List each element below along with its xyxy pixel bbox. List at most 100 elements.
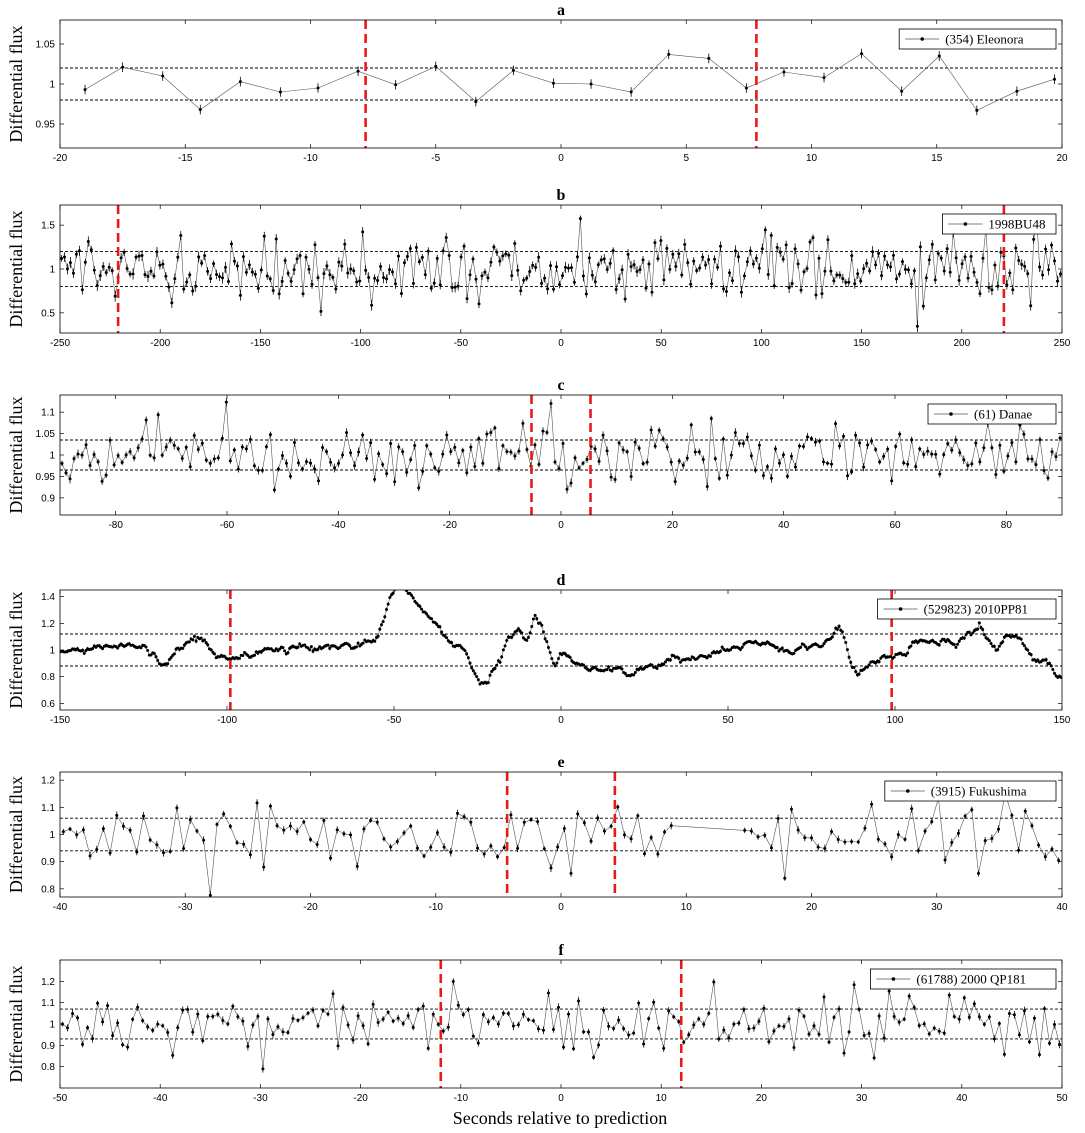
data-point (397, 445, 401, 449)
data-point (742, 274, 746, 278)
data-point (845, 648, 849, 652)
data-point (289, 279, 293, 283)
data-point (309, 461, 312, 465)
data-point (910, 807, 914, 811)
data-point (521, 421, 525, 425)
data-point (667, 52, 671, 56)
data-point (242, 842, 246, 846)
data-point (592, 1055, 596, 1059)
data-point (623, 297, 627, 301)
data-point (657, 428, 661, 432)
data-point (725, 473, 729, 477)
data-point (862, 1033, 866, 1037)
data-point (862, 267, 866, 271)
data-point (72, 457, 76, 461)
y-tick-label: 1.2 (41, 977, 55, 988)
data-point (837, 1007, 841, 1011)
data-point (649, 428, 653, 432)
data-point (204, 641, 208, 645)
data-point (614, 287, 618, 291)
data-point (381, 463, 385, 467)
data-point (717, 1037, 721, 1041)
data-point (906, 651, 910, 655)
data-point (607, 665, 611, 669)
data-point (801, 444, 805, 448)
data-point (535, 617, 539, 621)
data-point (1017, 848, 1021, 852)
data-point (195, 829, 199, 833)
data-point (787, 1017, 791, 1021)
data-point (474, 100, 478, 104)
data-point (656, 852, 660, 856)
data-point (978, 292, 982, 296)
data-point (191, 638, 195, 642)
data-point (132, 456, 136, 460)
data-point (369, 818, 373, 822)
data-point (1043, 855, 1047, 859)
data-point (173, 277, 177, 281)
data-point (152, 456, 156, 460)
data-point (975, 280, 979, 284)
data-point (917, 1024, 921, 1028)
data-point (313, 467, 317, 471)
axes-box (59, 204, 1063, 334)
data-point (589, 839, 593, 843)
data-point (1012, 1013, 1016, 1017)
data-point (356, 69, 360, 73)
data-point (80, 453, 84, 457)
data-point (486, 276, 490, 280)
data-point (859, 279, 863, 283)
data-point (804, 645, 808, 649)
data-point (637, 1001, 641, 1005)
data-point (463, 649, 467, 653)
legend-box (877, 598, 1057, 620)
data-point (854, 433, 858, 437)
x-tick-label: 50 (722, 715, 734, 726)
data-point (356, 641, 360, 645)
chart-panel-c: c Differential flux -80 -60 -40 -20 0 20 40 60 80 0… (6, 377, 1063, 531)
data-point (386, 1010, 390, 1014)
data-point (274, 647, 278, 651)
data-point (101, 265, 105, 269)
data-series (60, 214, 1062, 332)
data-point (942, 638, 946, 642)
x-tick-label: 20 (756, 1093, 768, 1104)
data-point (642, 1042, 646, 1046)
data-point (441, 452, 445, 456)
data-point (617, 441, 621, 445)
data-point (509, 450, 513, 454)
data-point (886, 447, 890, 451)
data-point (682, 1040, 686, 1044)
data-point (101, 827, 105, 831)
data-point (180, 456, 184, 460)
data-point (593, 447, 597, 451)
data-point (493, 666, 497, 670)
data-point (423, 273, 427, 277)
data-point (262, 865, 266, 869)
data-point (689, 282, 693, 286)
data-point (577, 999, 581, 1003)
data-point (482, 852, 486, 856)
data-point (432, 281, 436, 285)
data-point (610, 669, 614, 673)
data-point (742, 1008, 746, 1012)
x-tick-label: -80 (108, 520, 123, 531)
data-point (903, 267, 907, 271)
data-point (196, 1012, 200, 1016)
data-point (449, 450, 453, 454)
x-tick-label: 60 (889, 520, 901, 531)
data-point (385, 277, 389, 281)
data-point (361, 1024, 365, 1028)
data-point (235, 841, 239, 845)
data-point (281, 1030, 285, 1034)
data-point (504, 252, 508, 256)
data-point (942, 1031, 946, 1035)
data-point (468, 661, 472, 665)
data-point (551, 81, 555, 85)
x-tick-label: 20 (1056, 153, 1068, 164)
legend-swatch-marker (963, 222, 968, 226)
data-point (238, 656, 242, 660)
data-point (220, 436, 224, 440)
data-point (810, 437, 813, 441)
data-point (536, 1027, 540, 1031)
